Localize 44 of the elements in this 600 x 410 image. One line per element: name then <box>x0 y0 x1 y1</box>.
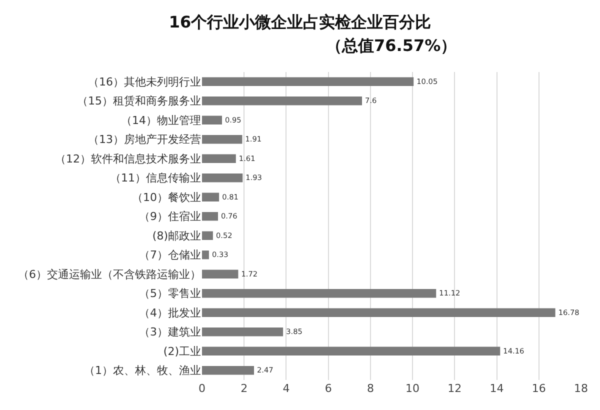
y-tick-label: （11）信息传输业 <box>110 172 201 185</box>
y-tick-label: （7）仓储业 <box>139 248 201 262</box>
bar <box>202 366 254 375</box>
x-tick-label: 18 <box>574 382 588 395</box>
y-tick-label: （10）餐饮业 <box>132 190 201 204</box>
bar <box>202 192 220 202</box>
x-tick-label: 10 <box>406 382 420 395</box>
x-tick-label: 4 <box>282 382 290 395</box>
bar <box>202 212 218 221</box>
bar <box>202 174 243 182</box>
bar <box>202 308 556 317</box>
y-tick-label: （9）住宿业 <box>139 210 201 224</box>
y-tick-label: （12）软件和信息技术服务业 <box>55 152 201 166</box>
y-tick-label: （13）房地产开发经营 <box>88 133 201 146</box>
y-tick-label: （16）其他未列明行业 <box>88 75 201 88</box>
x-tick-label: 14 <box>490 382 504 395</box>
bar <box>202 328 284 336</box>
x-tick-label: 12 <box>448 382 462 395</box>
y-tick-label: (8)邮政业 <box>152 229 201 242</box>
x-tick-label: 0 <box>198 382 206 395</box>
bar <box>202 135 242 144</box>
x-tick-label: 2 <box>240 382 248 395</box>
y-tick-label: （15）租赁和商务服务业 <box>77 94 201 108</box>
bar <box>202 77 414 86</box>
bar <box>202 270 238 278</box>
bar <box>202 250 209 260</box>
y-tick-label: （14）物业管理 <box>121 114 201 127</box>
x-tick-label: 16 <box>532 382 546 395</box>
bar <box>202 231 213 240</box>
x-tick-label: 6 <box>324 382 332 395</box>
chart-subtitle: （总值76.57%） <box>326 36 457 55</box>
y-tick-label: (2)工业 <box>163 344 201 358</box>
bar <box>202 154 236 163</box>
chart-title: 16个行业小微企业占实检企业百分比 <box>168 12 432 32</box>
bar <box>202 346 500 356</box>
bar <box>202 289 436 298</box>
y-tick-label: （4）批发业 <box>139 306 201 320</box>
bar <box>202 96 362 106</box>
bar <box>202 116 222 124</box>
y-tick-label: （6）交通运输业（不含铁路运输业） <box>18 268 201 281</box>
y-tick-label: （5）零售业 <box>139 287 201 300</box>
y-tick-label: （3）建筑业 <box>139 326 201 339</box>
y-tick-label: （1）农、林、牧、渔业 <box>84 364 201 378</box>
x-tick-label: 8 <box>366 382 374 395</box>
